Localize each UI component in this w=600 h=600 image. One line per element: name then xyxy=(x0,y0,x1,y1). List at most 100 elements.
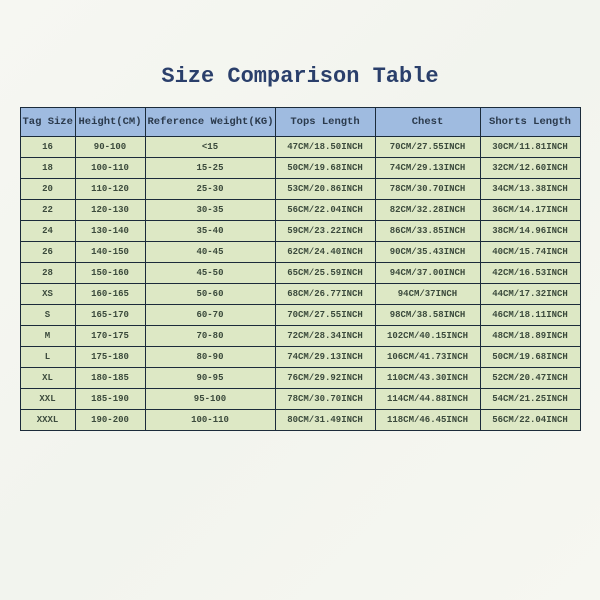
table-cell: 42CM/16.53INCH xyxy=(480,263,580,284)
table-cell: 190-200 xyxy=(75,410,145,431)
table-cell: 94CM/37.00INCH xyxy=(375,263,480,284)
table-cell: 38CM/14.96INCH xyxy=(480,221,580,242)
table-row: 26140-15040-4562CM/24.40INCH90CM/35.43IN… xyxy=(20,242,580,263)
table-cell: 36CM/14.17INCH xyxy=(480,200,580,221)
table-cell: 110-120 xyxy=(75,179,145,200)
table-cell: 18 xyxy=(20,158,75,179)
table-cell: 94CM/37INCH xyxy=(375,284,480,305)
table-cell: 26 xyxy=(20,242,75,263)
table-cell: 130-140 xyxy=(75,221,145,242)
table-cell: 78CM/30.70INCH xyxy=(275,389,375,410)
table-cell: 48CM/18.89INCH xyxy=(480,326,580,347)
table-cell: 98CM/38.58INCH xyxy=(375,305,480,326)
table-cell: 110CM/43.30INCH xyxy=(375,368,480,389)
table-cell: 72CM/28.34INCH xyxy=(275,326,375,347)
table-cell: 68CM/26.77INCH xyxy=(275,284,375,305)
table-row: M170-17570-8072CM/28.34INCH102CM/40.15IN… xyxy=(20,326,580,347)
table-title: Size Comparison Table xyxy=(0,64,600,89)
table-cell: 60-70 xyxy=(145,305,275,326)
table-cell: 53CM/20.86INCH xyxy=(275,179,375,200)
table-cell: 90-95 xyxy=(145,368,275,389)
table-cell: 82CM/32.28INCH xyxy=(375,200,480,221)
table-cell: 80CM/31.49INCH xyxy=(275,410,375,431)
table-cell: 50CM/19.68INCH xyxy=(275,158,375,179)
table-cell: 80-90 xyxy=(145,347,275,368)
table-cell: 165-170 xyxy=(75,305,145,326)
table-cell: 59CM/23.22INCH xyxy=(275,221,375,242)
table-row: 18100-11015-2550CM/19.68INCH74CM/29.13IN… xyxy=(20,158,580,179)
table-row: 1690-100<1547CM/18.50INCH70CM/27.55INCH3… xyxy=(20,137,580,158)
table-cell: XS xyxy=(20,284,75,305)
table-header-row: Tag Size Height(CM) Reference Weight(KG)… xyxy=(20,108,580,137)
table-row: XL180-18590-9576CM/29.92INCH110CM/43.30I… xyxy=(20,368,580,389)
table-cell: 56CM/22.04INCH xyxy=(275,200,375,221)
table-cell: 118CM/46.45INCH xyxy=(375,410,480,431)
table-cell: 70CM/27.55INCH xyxy=(275,305,375,326)
table-row: S165-17060-7070CM/27.55INCH98CM/38.58INC… xyxy=(20,305,580,326)
table-cell: 44CM/17.32INCH xyxy=(480,284,580,305)
table-body: 1690-100<1547CM/18.50INCH70CM/27.55INCH3… xyxy=(20,137,580,431)
table-cell: 150-160 xyxy=(75,263,145,284)
table-cell: 65CM/25.59INCH xyxy=(275,263,375,284)
table-row: 20110-12025-3053CM/20.86INCH78CM/30.70IN… xyxy=(20,179,580,200)
table-cell: <15 xyxy=(145,137,275,158)
table-cell: M xyxy=(20,326,75,347)
table-cell: 120-130 xyxy=(75,200,145,221)
table-cell: 35-40 xyxy=(145,221,275,242)
table-cell: 106CM/41.73INCH xyxy=(375,347,480,368)
table-cell: 90-100 xyxy=(75,137,145,158)
table-cell: 100-110 xyxy=(75,158,145,179)
table-cell: XL xyxy=(20,368,75,389)
table-cell: 70CM/27.55INCH xyxy=(375,137,480,158)
table-cell: 22 xyxy=(20,200,75,221)
table-cell: 170-175 xyxy=(75,326,145,347)
table-cell: 114CM/44.88INCH xyxy=(375,389,480,410)
table-row: L175-18080-9074CM/29.13INCH106CM/41.73IN… xyxy=(20,347,580,368)
table-cell: 102CM/40.15INCH xyxy=(375,326,480,347)
table-cell: 90CM/35.43INCH xyxy=(375,242,480,263)
table-cell: 46CM/18.11INCH xyxy=(480,305,580,326)
table-cell: XXL xyxy=(20,389,75,410)
page-container: Size Comparison Table Tag Size Height(CM… xyxy=(0,0,600,600)
table-cell: 47CM/18.50INCH xyxy=(275,137,375,158)
table-cell: 16 xyxy=(20,137,75,158)
table-cell: 160-165 xyxy=(75,284,145,305)
table-row: 24130-14035-4059CM/23.22INCH86CM/33.85IN… xyxy=(20,221,580,242)
table-cell: XXXL xyxy=(20,410,75,431)
table-cell: 74CM/29.13INCH xyxy=(375,158,480,179)
table-row: XS160-16550-6068CM/26.77INCH94CM/37INCH4… xyxy=(20,284,580,305)
table-cell: 25-30 xyxy=(145,179,275,200)
col-header-tag-size: Tag Size xyxy=(20,108,75,137)
table-cell: 76CM/29.92INCH xyxy=(275,368,375,389)
table-cell: 15-25 xyxy=(145,158,275,179)
table-cell: 180-185 xyxy=(75,368,145,389)
table-cell: 30-35 xyxy=(145,200,275,221)
table-cell: 140-150 xyxy=(75,242,145,263)
table-cell: 62CM/24.40INCH xyxy=(275,242,375,263)
table-cell: 86CM/33.85INCH xyxy=(375,221,480,242)
col-header-tops: Tops Length xyxy=(275,108,375,137)
col-header-height: Height(CM) xyxy=(75,108,145,137)
table-cell: 95-100 xyxy=(145,389,275,410)
table-cell: 28 xyxy=(20,263,75,284)
table-row: 22120-13030-3556CM/22.04INCH82CM/32.28IN… xyxy=(20,200,580,221)
table-cell: 20 xyxy=(20,179,75,200)
table-cell: 24 xyxy=(20,221,75,242)
table-row: XXXL190-200100-11080CM/31.49INCH118CM/46… xyxy=(20,410,580,431)
table-cell: 54CM/21.25INCH xyxy=(480,389,580,410)
table-cell: 34CM/13.38INCH xyxy=(480,179,580,200)
table-cell: 70-80 xyxy=(145,326,275,347)
table-cell: 74CM/29.13INCH xyxy=(275,347,375,368)
table-cell: 100-110 xyxy=(145,410,275,431)
table-cell: 30CM/11.81INCH xyxy=(480,137,580,158)
table-cell: 40CM/15.74INCH xyxy=(480,242,580,263)
table-row: XXL185-19095-10078CM/30.70INCH114CM/44.8… xyxy=(20,389,580,410)
size-table: Tag Size Height(CM) Reference Weight(KG)… xyxy=(20,107,581,431)
table-cell: 56CM/22.04INCH xyxy=(480,410,580,431)
table-cell: 78CM/30.70INCH xyxy=(375,179,480,200)
table-cell: 32CM/12.60INCH xyxy=(480,158,580,179)
col-header-chest: Chest xyxy=(375,108,480,137)
table-row: 28150-16045-5065CM/25.59INCH94CM/37.00IN… xyxy=(20,263,580,284)
col-header-weight: Reference Weight(KG) xyxy=(145,108,275,137)
table-cell: L xyxy=(20,347,75,368)
